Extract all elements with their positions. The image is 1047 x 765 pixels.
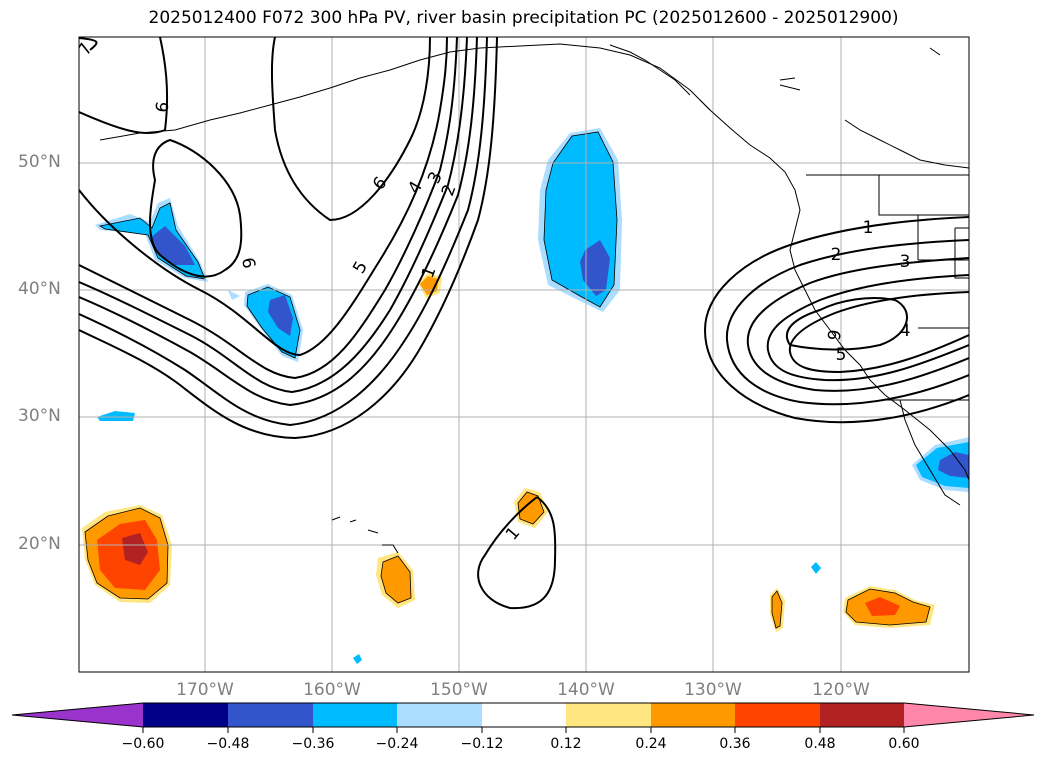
colorbar	[11, 702, 1035, 733]
colorbar-segment	[228, 703, 313, 727]
map-area: 7 6 6 6 5 4 3 2 1 1 1 2 3 4 5 6	[79, 37, 969, 672]
contour-label: 2	[831, 245, 842, 265]
colorbar-tick-label: 0.48	[804, 736, 836, 752]
lon-label-170w: 170°W	[176, 680, 234, 700]
lon-label-130w: 130°W	[684, 680, 742, 700]
colorbar-tick-label: −0.48	[206, 736, 250, 752]
colorbar-segment	[735, 703, 820, 727]
lon-label-140w: 140°W	[557, 680, 615, 700]
lon-label-150w: 150°W	[430, 680, 488, 700]
colorbar-segment	[566, 703, 651, 727]
contour-label: 1	[863, 218, 874, 238]
colorbar-tick-label: 0.36	[719, 736, 751, 752]
contour-label: 6	[822, 328, 844, 342]
colorbar-tick-label: 0.12	[550, 736, 582, 752]
pv-contours	[79, 37, 969, 610]
contour-label: 6	[152, 100, 174, 114]
map-title: 2025012400 F072 300 hPa PV, river basin …	[148, 8, 899, 28]
colorbar-segment	[313, 703, 397, 727]
colorbar-tick-label: −0.12	[460, 736, 504, 752]
colorbar-segment	[820, 703, 904, 727]
colorbar-tick-label: −0.60	[121, 736, 165, 752]
colorbar-segment	[143, 703, 228, 727]
colorbar-segment	[482, 703, 566, 727]
contour-label: 6	[237, 256, 259, 270]
map-frame	[78, 36, 970, 673]
colorbar-extend-low	[12, 703, 143, 727]
colorbar-segment	[651, 703, 735, 727]
lon-label-120w: 120°W	[812, 680, 870, 700]
lat-label-30n: 30°N	[18, 406, 61, 426]
colorbar-tick-label: −0.36	[291, 736, 335, 752]
lat-label-50n: 50°N	[18, 152, 61, 172]
graticule	[79, 37, 969, 672]
lon-label-160w: 160°W	[303, 680, 361, 700]
colorbar-tick-label: 0.24	[635, 736, 667, 752]
contour-label: 4	[900, 321, 911, 341]
lat-label-40n: 40°N	[18, 279, 61, 299]
colorbar-tick-label: 0.60	[888, 736, 920, 752]
lat-label-20n: 20°N	[18, 534, 61, 554]
precip-shading	[82, 128, 969, 664]
colorbar-tick-label: −0.24	[375, 736, 419, 752]
colorbar-extend-high	[904, 703, 1034, 727]
contour-label: 5	[836, 345, 847, 365]
contour-label: 3	[900, 252, 911, 272]
colorbar-segment	[397, 703, 482, 727]
